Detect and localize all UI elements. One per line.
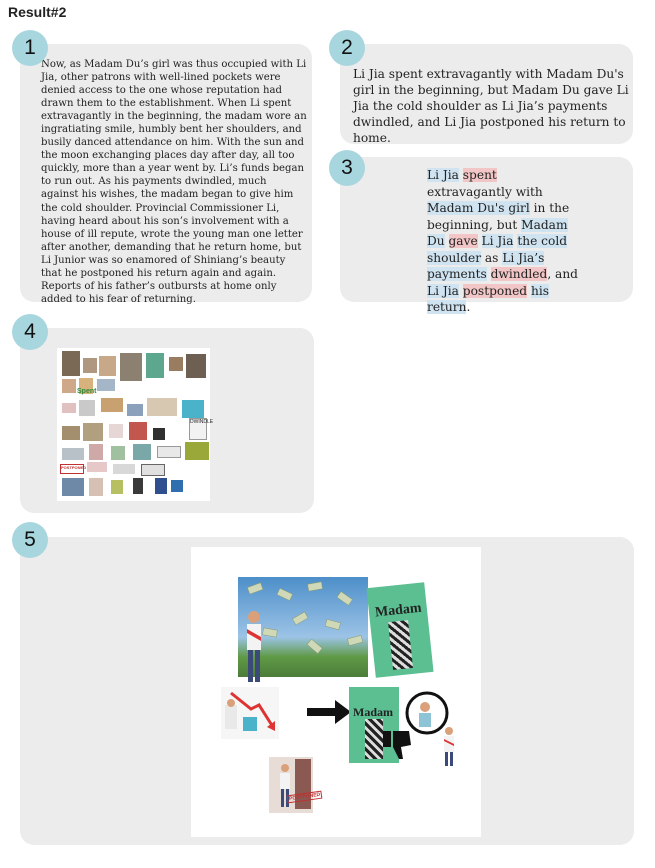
panel-image-collage-small: Spent DWINDLE POSTPONED [20, 328, 314, 513]
thumbs-down-icon [383, 731, 411, 759]
scene-image [185, 442, 209, 460]
door-image [295, 759, 311, 809]
man-figure-icon [280, 764, 290, 807]
panel-number-1: 1 [12, 30, 48, 66]
figure-image [111, 480, 123, 494]
figure-image [89, 444, 103, 460]
plain-text [478, 234, 482, 248]
scene-image [83, 423, 103, 441]
stamp-image [113, 464, 135, 474]
figure-image [153, 428, 165, 440]
highlight-entity: Li Jia [427, 168, 459, 182]
panel-number-3: 3 [329, 150, 365, 186]
plain-text [445, 234, 449, 248]
plain-text: , and [547, 267, 578, 281]
highlight-verb: spent [462, 168, 497, 182]
panel-number-5: 5 [12, 522, 48, 558]
plain-text: extravagantly with [427, 184, 543, 199]
panel-number-2: 2 [329, 30, 365, 66]
money-image [79, 378, 93, 394]
figure-image [62, 379, 76, 393]
highlight-verb: gave [448, 234, 478, 248]
original-passage-text: Now, as Madam Du’s girl was thus occupie… [41, 59, 307, 305]
figure-image [133, 444, 151, 460]
madam-poster-top: Madam [366, 582, 434, 678]
figure-image [79, 400, 95, 416]
portrait-image [120, 353, 142, 381]
portrait-image [99, 356, 116, 376]
label-image [157, 446, 181, 458]
madam-label-top: Madam [374, 600, 423, 621]
highlight-entity: Li Jia [481, 234, 514, 248]
money-image [101, 398, 123, 412]
panel-number-4: 4 [12, 314, 48, 350]
postponed-label: POSTPONED [60, 464, 86, 474]
home-icon [171, 480, 183, 492]
stamp-image [87, 462, 107, 472]
small-collage: Spent DWINDLE POSTPONED [57, 348, 213, 501]
madam-label-middle: Madam [353, 705, 393, 719]
panel-image-collage-large: Madam Madam [20, 537, 634, 845]
result-title: Result#2 [8, 4, 67, 20]
striped-dress-image [388, 620, 414, 670]
dwindle-arrow-svg [225, 691, 275, 731]
plain-text: as [481, 250, 503, 265]
arrow-down-image [129, 422, 147, 440]
figure-image [97, 379, 115, 391]
portrait-image [169, 357, 183, 371]
panel-highlighted-summary: Li Jia spent extravagantly with Madam Du… [340, 157, 633, 314]
spent-label: Spent [77, 388, 97, 395]
door-scene: POSTPONED [269, 757, 323, 813]
door-image [89, 478, 103, 496]
book-image [133, 478, 143, 494]
highlight-verb: dwindled [490, 267, 548, 281]
summary-text: Li Jia spent extravagantly with Madam Du… [353, 67, 629, 145]
plain-text: in the beginning, but [427, 201, 570, 232]
highlight-entity: Li Jia [427, 283, 459, 298]
figure-image [127, 404, 143, 416]
scene-image [147, 398, 177, 416]
highlighted-summary-text: Li Jia spent extravagantly with Madam Du… [427, 167, 582, 316]
panel-original-passage: Now, as Madam Du’s girl was thus occupie… [20, 44, 312, 305]
large-collage: Madam Madam [191, 547, 481, 837]
portrait-image [186, 354, 206, 378]
portrait-image [83, 358, 97, 373]
person-icon [155, 478, 167, 494]
right-arrow-icon [307, 700, 351, 724]
dwindle-scene [221, 687, 279, 739]
portrait-image [62, 351, 80, 376]
madam-poster-image [146, 353, 164, 378]
striped-dress-image [365, 719, 383, 759]
magnifier-figures-icon [405, 691, 454, 766]
highlight-entity: Madam Du's girl [427, 201, 530, 215]
scene-image [62, 426, 80, 440]
scene-image [62, 478, 84, 496]
plain-text: . [466, 300, 471, 314]
scene-image [62, 448, 84, 460]
madam-poster-middle: Madam [349, 687, 399, 763]
money-bills-svg [247, 581, 364, 654]
panel-summary: Li Jia spent extravagantly with Madam Du… [340, 44, 633, 145]
highlight-verb: postponed [462, 283, 528, 298]
figure-image [109, 424, 123, 438]
man-figure-icon [247, 611, 261, 682]
figure-image [62, 403, 76, 413]
dwindle-label: DWINDLE [189, 418, 213, 440]
stamp-image [141, 464, 165, 476]
figure-image [111, 446, 125, 460]
scene-image [182, 400, 204, 418]
